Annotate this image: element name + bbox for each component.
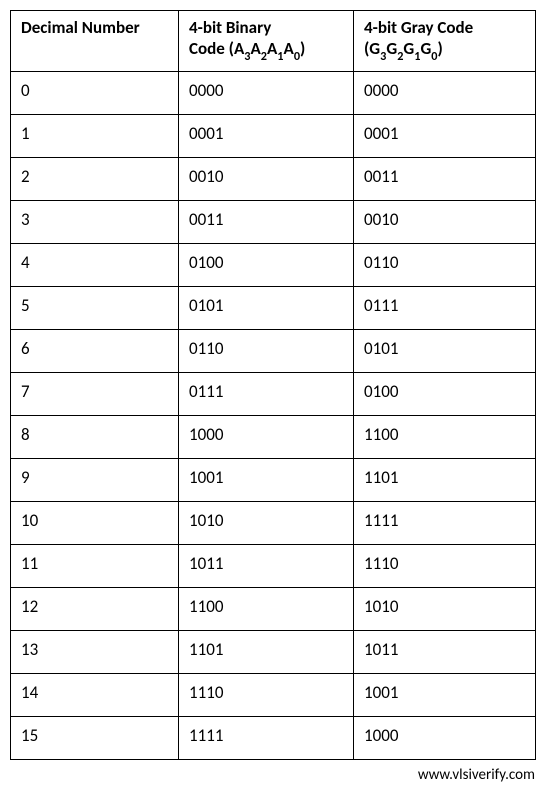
cell-decimal: 9 <box>11 459 179 502</box>
cell-binary: 1110 <box>179 674 354 717</box>
cell-binary: 0001 <box>179 115 354 158</box>
col-header-decimal-main: Decimal Number <box>21 17 140 38</box>
table-body: 0000000001000100012001000113001100104010… <box>11 72 536 760</box>
cell-binary: 0011 <box>179 201 354 244</box>
cell-gray: 0000 <box>354 72 536 115</box>
cell-gray: 0101 <box>354 330 536 373</box>
cell-decimal: 1 <box>11 115 179 158</box>
cell-binary: 0111 <box>179 373 354 416</box>
cell-gray: 1100 <box>354 416 536 459</box>
cell-decimal: 10 <box>11 502 179 545</box>
cell-gray: 0100 <box>354 373 536 416</box>
cell-decimal: 4 <box>11 244 179 287</box>
cell-gray: 0001 <box>354 115 536 158</box>
col-header-gray-main: 4-bit Gray Code <box>364 17 473 38</box>
cell-binary: 0110 <box>179 330 354 373</box>
cell-binary: 1100 <box>179 588 354 631</box>
code-table: Decimal Number 4-bit Binary Code (A3A2A1… <box>10 10 536 760</box>
table-row: 300110010 <box>11 201 536 244</box>
table-row: 501010111 <box>11 287 536 330</box>
cell-binary: 1101 <box>179 631 354 674</box>
table-row: 401000110 <box>11 244 536 287</box>
cell-gray: 1010 <box>354 588 536 631</box>
table-row: 000000000 <box>11 72 536 115</box>
table-row: 1110111110 <box>11 545 536 588</box>
cell-binary: 1001 <box>179 459 354 502</box>
cell-binary: 0101 <box>179 287 354 330</box>
cell-binary: 0010 <box>179 158 354 201</box>
table-row: 1411101001 <box>11 674 536 717</box>
cell-binary: 0000 <box>179 72 354 115</box>
col-header-binary-sub: Code (A3A2A1A0) <box>189 38 305 59</box>
cell-decimal: 15 <box>11 717 179 760</box>
table-row: 1511111000 <box>11 717 536 760</box>
cell-gray: 0011 <box>354 158 536 201</box>
cell-decimal: 0 <box>11 72 179 115</box>
cell-gray: 0010 <box>354 201 536 244</box>
table-row: 601100101 <box>11 330 536 373</box>
cell-decimal: 7 <box>11 373 179 416</box>
cell-binary: 1111 <box>179 717 354 760</box>
col-header-decimal: Decimal Number <box>11 11 179 72</box>
cell-gray: 0110 <box>354 244 536 287</box>
cell-decimal: 6 <box>11 330 179 373</box>
cell-binary: 1010 <box>179 502 354 545</box>
table-row: 810001100 <box>11 416 536 459</box>
table-row: 1311011011 <box>11 631 536 674</box>
cell-gray: 1001 <box>354 674 536 717</box>
cell-gray: 1111 <box>354 502 536 545</box>
cell-binary: 0100 <box>179 244 354 287</box>
cell-decimal: 11 <box>11 545 179 588</box>
cell-decimal: 2 <box>11 158 179 201</box>
table-row: 1211001010 <box>11 588 536 631</box>
col-header-gray-sub: (G3G2G1G0) <box>364 38 443 59</box>
table-row: 701110100 <box>11 373 536 416</box>
cell-gray: 1011 <box>354 631 536 674</box>
table-row: 100010001 <box>11 115 536 158</box>
cell-gray: 0111 <box>354 287 536 330</box>
cell-decimal: 12 <box>11 588 179 631</box>
table-row: 200100011 <box>11 158 536 201</box>
header-row: Decimal Number 4-bit Binary Code (A3A2A1… <box>11 11 536 72</box>
cell-gray: 1000 <box>354 717 536 760</box>
cell-gray: 1101 <box>354 459 536 502</box>
cell-binary: 1011 <box>179 545 354 588</box>
col-header-binary-main: 4-bit Binary <box>189 17 271 38</box>
cell-binary: 1000 <box>179 416 354 459</box>
table-row: 1010101111 <box>11 502 536 545</box>
table-row: 910011101 <box>11 459 536 502</box>
cell-decimal: 5 <box>11 287 179 330</box>
col-header-gray: 4-bit Gray Code (G3G2G1G0) <box>354 11 536 72</box>
cell-decimal: 3 <box>11 201 179 244</box>
cell-gray: 1110 <box>354 545 536 588</box>
cell-decimal: 14 <box>11 674 179 717</box>
cell-decimal: 13 <box>11 631 179 674</box>
cell-decimal: 8 <box>11 416 179 459</box>
col-header-binary: 4-bit Binary Code (A3A2A1A0) <box>179 11 354 72</box>
footer-credit: www.vlsiverify.com <box>10 760 537 784</box>
